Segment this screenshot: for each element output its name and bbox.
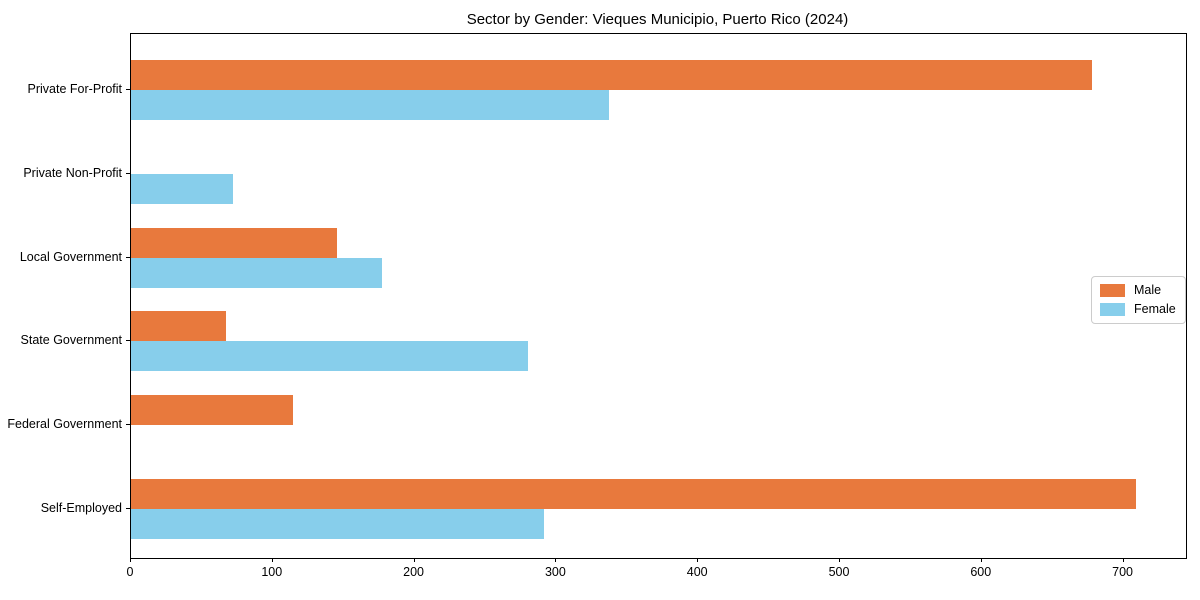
x-tick-mark (271, 558, 273, 562)
x-axis-tick-100: 100 (261, 565, 283, 579)
x-tick-mark (555, 558, 557, 562)
bar-male-federal-government (131, 395, 293, 426)
x-tick-mark (980, 558, 982, 562)
legend-entry-male: Male (1100, 284, 1176, 297)
y-tick-mark (126, 88, 130, 90)
x-tick-mark (130, 558, 131, 562)
legend-label-female: Female (1134, 302, 1176, 317)
x-axis-tick-700: 700 (1112, 565, 1134, 579)
x-axis-tick-300: 300 (544, 565, 566, 579)
x-axis-tick-200: 200 (403, 565, 425, 579)
y-tick-mark (126, 424, 130, 426)
y-tick-mark (126, 508, 130, 510)
x-tick-mark (697, 558, 699, 562)
legend-label-male: Male (1134, 283, 1162, 298)
y-axis-label-state-government: State Government (20, 333, 122, 348)
bar-female-state-government (131, 341, 529, 372)
legend-swatch-male (1100, 284, 1125, 297)
y-axis-label-private-non-profit: Private Non-Profit (23, 165, 122, 180)
x-axis-tick-0: 0 (126, 565, 134, 579)
legend: Male Female (1091, 276, 1186, 324)
chart-title: Sector by Gender: Vieques Municipio, Pue… (466, 11, 849, 28)
legend-entry-female: Female (1100, 303, 1176, 316)
legend-swatch-female (1100, 303, 1125, 316)
bar-female-self-employed (131, 509, 544, 540)
plot-area (130, 33, 1187, 559)
y-axis-label-federal-government: Federal Government (7, 417, 122, 432)
bar-female-local-government (131, 257, 382, 288)
x-tick-mark (1122, 558, 1124, 562)
x-tick-mark (413, 558, 415, 562)
y-axis-label-self-employed: Self-Employed (40, 501, 122, 516)
y-tick-mark (126, 256, 130, 258)
x-axis-tick-400: 400 (686, 565, 708, 579)
x-tick-mark (839, 558, 840, 562)
bar-male-private-for-profit (131, 59, 1093, 90)
bar-male-self-employed (131, 479, 1137, 510)
bar-female-private-non-profit (131, 173, 234, 204)
y-tick-mark (126, 340, 130, 342)
y-tick-mark (126, 172, 130, 174)
y-axis-label-private-for-profit: Private For-Profit (27, 81, 122, 96)
y-axis-label-local-government: Local Government (19, 249, 122, 264)
bar-male-local-government (131, 227, 337, 258)
bar-male-state-government (131, 311, 226, 342)
x-axis-tick-600: 600 (970, 565, 992, 579)
x-axis-tick-500: 500 (828, 565, 850, 579)
bar-female-private-for-profit (131, 89, 609, 120)
